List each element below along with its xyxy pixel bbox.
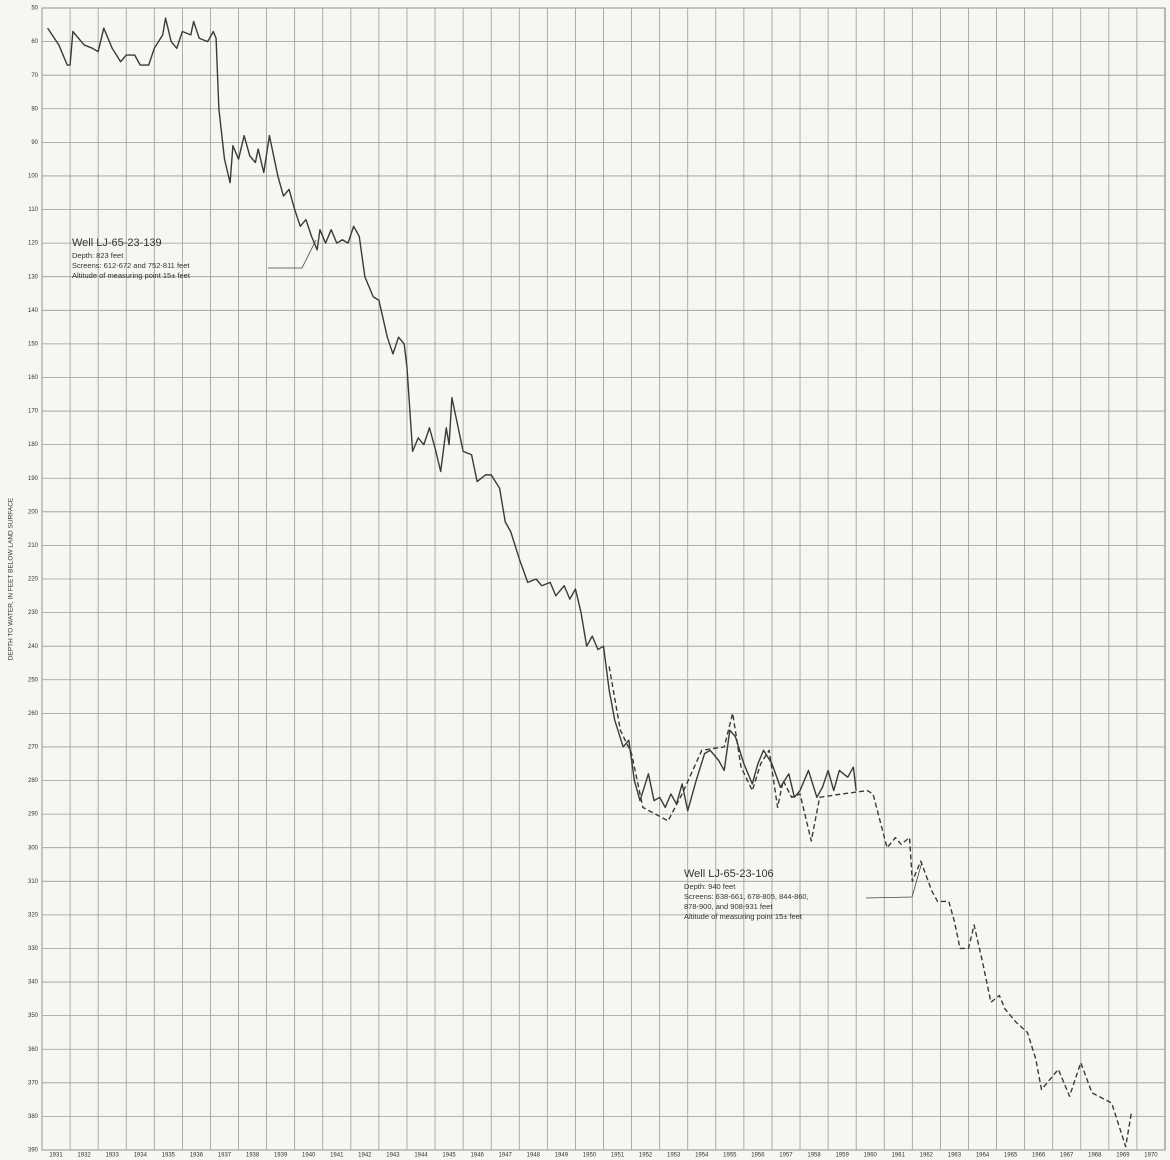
x-tick-label: 1949 <box>555 1153 569 1159</box>
y-tick-label: 250 <box>28 677 39 683</box>
y-tick-label: 320 <box>28 912 39 918</box>
x-tick-label: 1953 <box>667 1153 681 1159</box>
y-tick-label: 350 <box>28 1013 39 1019</box>
x-tick-label: 1944 <box>414 1153 428 1159</box>
y-tick-label: 140 <box>28 308 39 314</box>
x-tick-label: 1934 <box>134 1153 148 1159</box>
x-tick-label: 1955 <box>723 1153 737 1159</box>
y-tick-label: 120 <box>28 241 39 247</box>
x-tick-label: 1958 <box>807 1153 821 1159</box>
x-tick-label: 1952 <box>639 1153 653 1159</box>
y-tick-label: 310 <box>28 879 39 885</box>
y-tick-label: 170 <box>28 409 39 415</box>
y-tick-label: 130 <box>28 274 39 280</box>
y-tick-label: 300 <box>28 845 39 851</box>
x-tick-label: 1939 <box>274 1153 288 1159</box>
annotation-title: Well LJ-65-23-139 <box>72 237 162 249</box>
leader-line <box>865 861 923 899</box>
y-tick-label: 150 <box>28 341 39 347</box>
x-tick-label: 1932 <box>77 1153 91 1159</box>
y-tick-label: 210 <box>28 543 39 549</box>
x-tick-label: 1951 <box>611 1153 625 1159</box>
x-tick-label: 1936 <box>190 1153 204 1159</box>
x-tick-label: 1938 <box>246 1153 260 1159</box>
x-tick-label: 1956 <box>751 1153 765 1159</box>
series-line <box>47 17 857 812</box>
y-tick-label: 160 <box>28 375 39 381</box>
annotation-line: Altitude of measuring point 15± feet <box>684 912 803 921</box>
x-tick-label: 1945 <box>442 1153 456 1159</box>
y-tick-label: 380 <box>28 1114 39 1120</box>
y-tick-label: 240 <box>28 644 39 650</box>
y-tick-label: 390 <box>28 1148 39 1154</box>
y-tick-label: 100 <box>28 174 39 180</box>
grid <box>41 7 1166 1151</box>
x-tick-label: 1954 <box>695 1153 709 1159</box>
x-tick-label: 1965 <box>1004 1153 1018 1159</box>
x-tick-label: 1948 <box>527 1153 541 1159</box>
x-tick-label: 1941 <box>330 1153 344 1159</box>
y-tick-label: 190 <box>28 476 39 482</box>
x-tick-label: 1970 <box>1144 1153 1158 1159</box>
x-tick-label: 1966 <box>1032 1153 1046 1159</box>
x-tick-label: 1937 <box>218 1153 232 1159</box>
series-line <box>608 666 1133 1148</box>
x-tick-label: 1961 <box>892 1153 906 1159</box>
y-tick-label: 330 <box>28 946 39 952</box>
x-tick-label: 1967 <box>1060 1153 1074 1159</box>
y-tick-label: 270 <box>28 745 39 751</box>
annotation-title: Well LJ-65-23-106 <box>684 868 774 880</box>
leader-line <box>268 239 317 269</box>
y-tick-label: 260 <box>28 711 39 717</box>
y-tick-label: 70 <box>31 73 38 79</box>
y-tick-label: 340 <box>28 980 39 986</box>
x-tick-label: 1933 <box>106 1153 120 1159</box>
x-tick-label: 1950 <box>583 1153 597 1159</box>
annotation-line: Depth: 940 feet <box>684 882 736 891</box>
y-tick-label: 80 <box>31 106 38 112</box>
x-tick-label: 1942 <box>358 1153 372 1159</box>
x-tick-label: 1947 <box>499 1153 513 1159</box>
x-tick-label: 1943 <box>386 1153 400 1159</box>
annotation-line: 878-900, and 908-931 feet <box>684 902 773 911</box>
y-tick-label: 60 <box>31 39 38 45</box>
annotation-line: Screens: 612-672 and 752-811 feet <box>72 261 190 270</box>
y-axis-title: DEPTH TO WATER, IN FEET BELOW LAND SURFA… <box>8 497 15 660</box>
y-tick-label: 110 <box>28 207 38 213</box>
y-tick-label: 280 <box>28 778 39 784</box>
x-tick-label: 1940 <box>302 1153 316 1159</box>
x-tick-label: 1960 <box>864 1153 878 1159</box>
y-tick-label: 50 <box>31 6 38 12</box>
x-tick-label: 1959 <box>835 1153 849 1159</box>
x-tick-label: 1946 <box>470 1153 484 1159</box>
x-tick-label: 1931 <box>49 1153 63 1159</box>
x-tick-label: 1969 <box>1116 1153 1130 1159</box>
x-tick-label: 1935 <box>162 1153 176 1159</box>
y-tick-label: 200 <box>28 509 39 515</box>
y-tick-label: 290 <box>28 812 39 818</box>
y-tick-label: 180 <box>28 442 39 448</box>
x-tick-label: 1962 <box>920 1153 934 1159</box>
y-tick-label: 90 <box>31 140 38 146</box>
x-tick-label: 1964 <box>976 1153 990 1159</box>
x-tick-label: 1968 <box>1088 1153 1102 1159</box>
x-tick-label: 1963 <box>948 1153 962 1159</box>
annotation-line: Altitude of measuring point 15± feet <box>72 271 191 280</box>
x-tick-label: 1957 <box>779 1153 793 1159</box>
y-tick-label: 230 <box>28 610 39 616</box>
y-tick-label: 220 <box>28 577 39 583</box>
y-tick-label: 370 <box>28 1080 39 1086</box>
annotation-line: Screens: 638-661, 678-805, 844-860, <box>684 892 809 901</box>
annotation-line: Depth: 823 feet <box>72 251 124 260</box>
y-tick-label: 360 <box>28 1047 39 1053</box>
